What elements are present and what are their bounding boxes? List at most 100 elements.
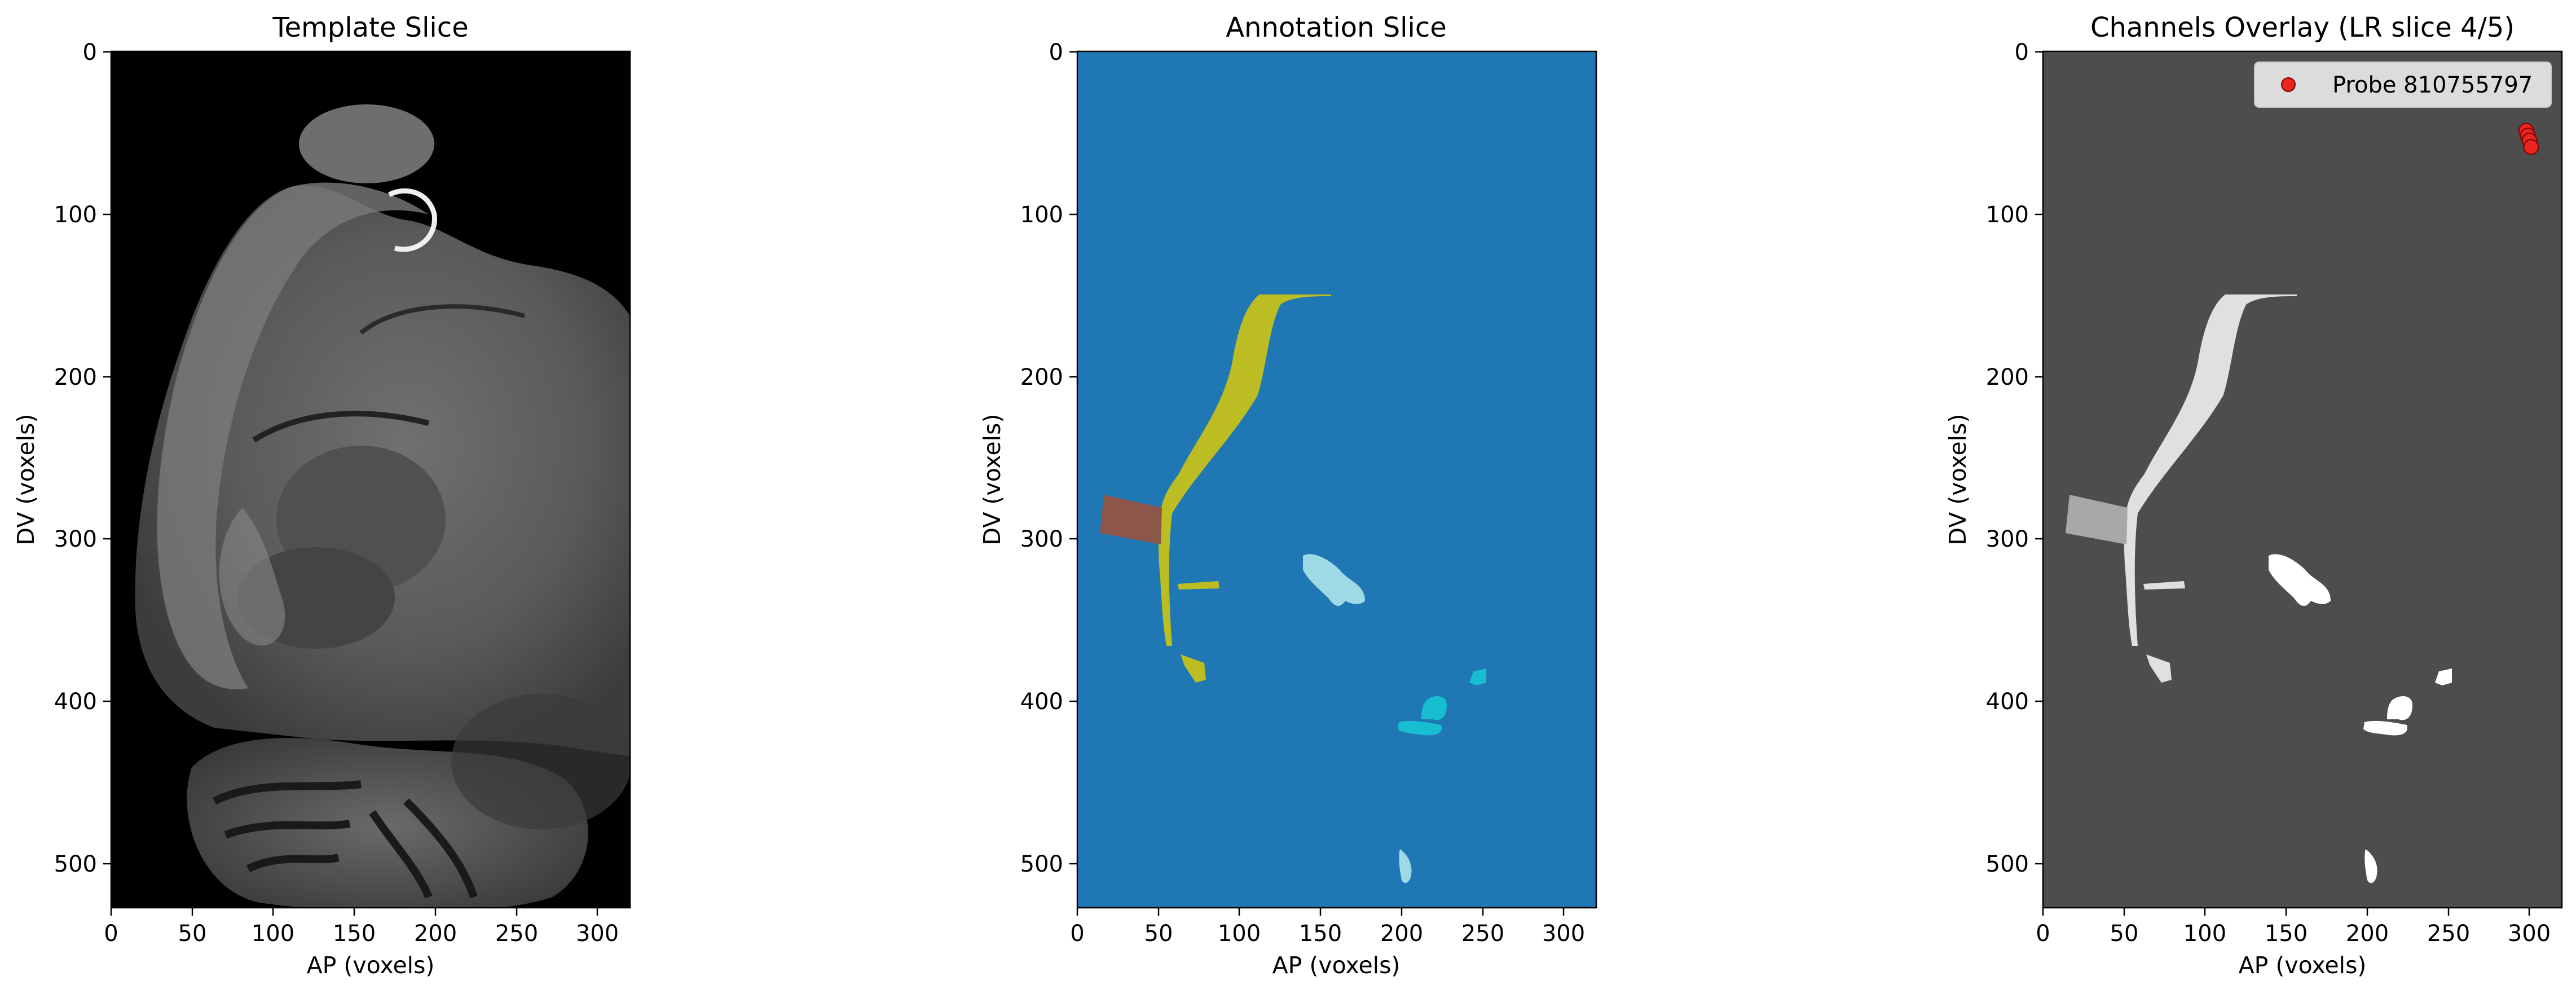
x-tick-label: 50 [178,921,207,947]
fiber-branch-1 [2143,581,2185,590]
y-tick-label: 500 [1986,851,2029,877]
y-ticks [103,51,111,865]
panel-template: Template Slice [12,12,631,979]
x-tick-label: 200 [1380,921,1423,947]
brainstem [451,694,630,829]
region-white-3 [2387,696,2412,720]
x-axis-label: AP (voxels) [1272,952,1401,979]
y-tick-label: 0 [2015,39,2029,65]
fiber-tract [1158,294,1331,646]
x-tick-label: 50 [1144,921,1173,947]
panel-title: Annotation Slice [1226,12,1447,43]
panel-title: Channels Overlay (LR slice 4/5) [2090,12,2515,43]
panel-annotation: Annotation Slice [979,12,1597,979]
y-tick-label: 500 [1020,851,1063,877]
y-axis: 0 100 200 300 400 500 DV (voxels) [979,39,1077,877]
olfactory-lobe [299,104,434,183]
y-tick-label: 100 [1986,202,2029,228]
x-tick-label: 250 [1461,921,1504,947]
y-tick-label: 300 [1020,526,1063,552]
x-axis: 0 50 100 150 200 250 300 AP (voxels) [1070,908,1585,979]
y-tick-label: 200 [1986,364,2029,390]
fiber-branch-2 [1181,654,1206,683]
x-tick-label: 200 [414,921,457,947]
y-axis-label: DV (voxels) [1944,414,1971,546]
probe-points [2518,122,2539,155]
hippocampus [219,508,285,646]
y-tick-label: 500 [54,851,97,877]
overlay-image [2043,51,2562,908]
legend-marker [2281,77,2296,92]
legend-box [2254,61,2552,108]
annotation-image [1077,51,1596,908]
region-cyan-3 [1469,669,1486,685]
axes-frame [1076,50,1597,909]
fiber-branch-1 [1178,581,1219,590]
x-axis-label: AP (voxels) [2239,952,2367,979]
region-gray [2066,495,2128,544]
x-tick-label: 0 [2036,921,2050,947]
region-white-1 [2269,554,2331,606]
axes-frame [110,50,631,909]
x-tick-label: 150 [333,921,376,947]
probe-channel-point [2523,139,2539,155]
y-tick-label: 400 [54,689,97,715]
axes-frame [2042,50,2563,909]
legend-label: Probe 810755797 [2332,72,2533,98]
x-ticks [110,908,598,916]
region-lightblue-small [1399,849,1412,883]
y-axis-label: DV (voxels) [12,414,39,546]
panel-title: Template Slice [272,12,468,43]
x-tick-label: 0 [1070,921,1084,947]
panel-overlay: Channels Overlay (LR slice 4/5) Probe 81… [1944,12,2563,979]
y-tick-label: 200 [1020,364,1063,390]
x-tick-label: 200 [2346,921,2389,947]
x-axis-label: AP (voxels) [307,952,435,979]
x-ticks [1076,908,1565,916]
cerebellar-folia [212,780,478,899]
y-tick-label: 0 [83,39,97,65]
x-axis: 0 50 100 150 200 250 300 AP (voxels) [104,908,619,979]
fissure-2 [359,304,526,335]
region-brown [1100,495,1162,544]
y-tick-label: 400 [1020,689,1063,715]
overlay-background [2043,51,2562,908]
y-tick-label: 200 [54,364,97,390]
region-white-2 [2364,849,2377,883]
x-tick-label: 150 [2265,921,2308,947]
y-axis: 0 100 200 300 400 500 DV (voxels) [1944,39,2043,877]
fissure-1 [252,411,430,443]
cortex-sheet [157,182,429,689]
bright-fiber [387,188,437,252]
region-cyan-1 [1421,696,1447,720]
x-tick-label: 300 [1542,921,1585,947]
x-tick-label: 100 [2183,921,2226,947]
x-tick-label: 250 [495,921,538,947]
x-tick-label: 150 [1299,921,1342,947]
x-ticks [2042,908,2530,916]
fiber-tract [2124,294,2297,646]
y-tick-label: 100 [1020,202,1063,228]
x-tick-label: 300 [576,921,619,947]
y-tick-label: 400 [1986,689,2029,715]
region-white-4 [2363,720,2407,736]
legend: Probe 810755797 [2254,61,2552,108]
annotation-background [1077,51,1596,908]
region-lightblue [1303,554,1365,606]
x-tick-label: 100 [252,921,294,947]
y-tick-label: 300 [1986,526,2029,552]
x-tick-label: 300 [2508,921,2551,947]
fiber-branch-2 [2146,654,2172,683]
x-tick-label: 50 [2110,921,2139,947]
y-tick-label: 0 [1049,39,1063,65]
region-white-5 [2435,669,2452,685]
y-ticks [1069,51,1077,865]
region-cyan-2 [1398,720,1442,736]
y-tick-label: 100 [54,202,97,228]
x-tick-label: 100 [1218,921,1261,947]
y-axis-label: DV (voxels) [979,414,1006,546]
x-axis: 0 50 100 150 200 250 300 AP (voxels) [2036,908,2551,979]
x-tick-label: 0 [104,921,118,947]
y-ticks [2035,51,2043,865]
